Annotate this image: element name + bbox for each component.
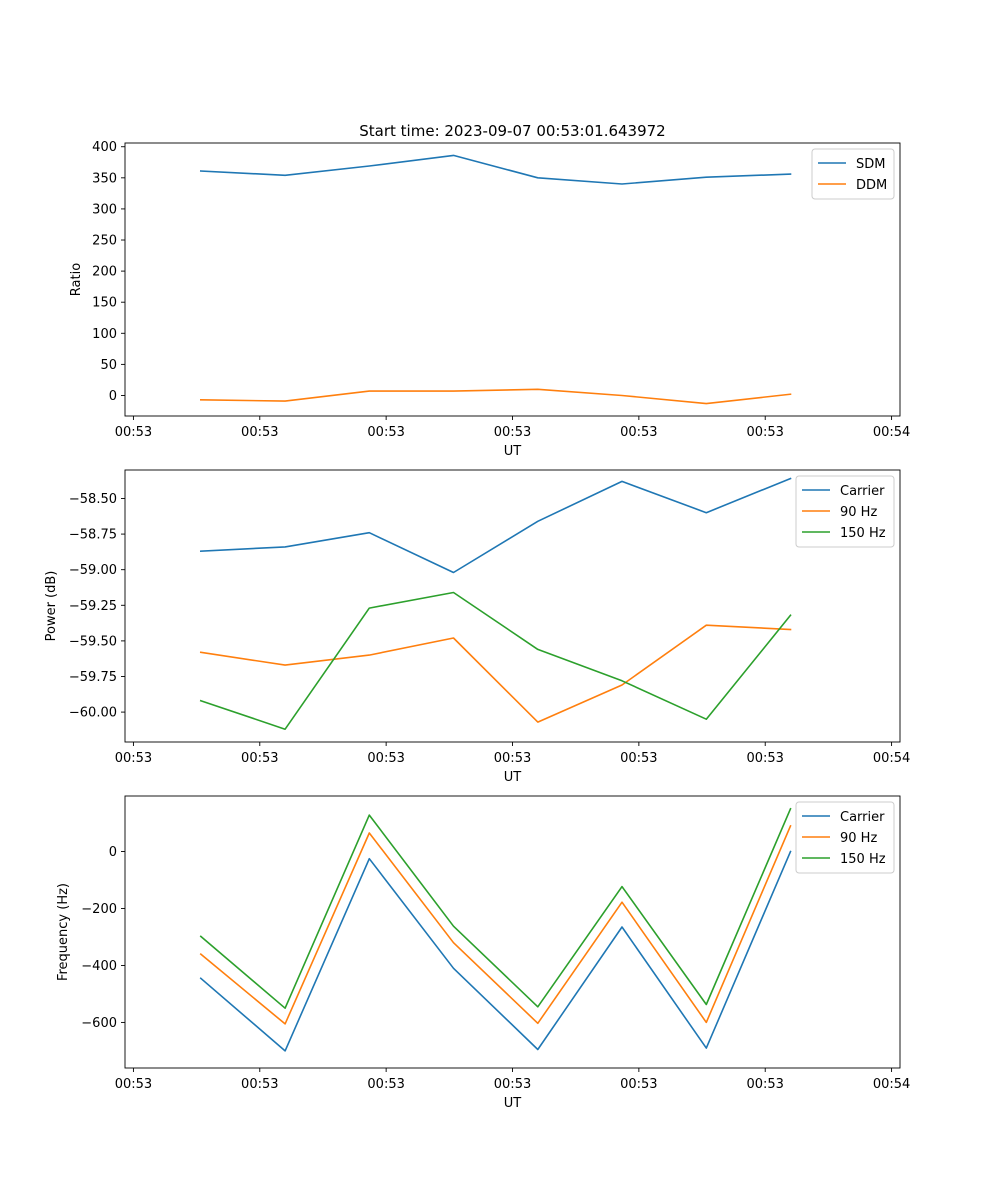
x-tick-label: 00:53	[367, 1077, 404, 1092]
y-tick-label: −60.00	[69, 706, 117, 721]
legend-entry-label: Carrier	[840, 810, 885, 825]
legend-box	[795, 475, 895, 548]
x-tick-label: 00:53	[367, 751, 404, 766]
x-tick-label: 00:53	[746, 425, 783, 440]
y-tick-label: 350	[92, 171, 117, 186]
legend-entry-label: SDM	[856, 157, 885, 172]
legend-box	[795, 801, 895, 874]
y-axis-label: Ratio	[69, 263, 84, 296]
legend-entry-label: 150 Hz	[840, 526, 886, 541]
y-tick-label: 50	[100, 358, 117, 373]
x-axis-label: UT	[504, 770, 522, 785]
x-tick-label: 00:54	[873, 1077, 910, 1092]
legend-entry-label: 150 Hz	[840, 852, 886, 867]
y-tick-label: 300	[92, 202, 117, 217]
axes-frame	[124, 142, 901, 417]
y-tick-label: −59.25	[69, 599, 117, 614]
y-tick-label: −58.75	[69, 528, 117, 543]
chart-panels: 00:53 00:53 00:53 00:53 00:53 00:53 00:54 0 50 10…	[44, 140, 910, 1111]
x-tick-label: 00:53	[494, 425, 531, 440]
y-tick-label: −400	[81, 959, 117, 974]
y-axis-label: Power (dB)	[44, 571, 59, 642]
x-tick-label: 00:53	[367, 425, 404, 440]
y-tick-label: 250	[92, 234, 117, 249]
series-line-carrier	[199, 477, 792, 574]
y-tick-label: 0	[109, 845, 117, 860]
series-line-150-hz	[199, 807, 792, 1010]
series-line-90-hz	[199, 824, 792, 1025]
y-axis-label: Frequency (Hz)	[56, 883, 71, 981]
y-tick-label: −200	[81, 902, 117, 917]
x-tick-label: 00:53	[620, 1077, 657, 1092]
x-axis-label: UT	[504, 1096, 522, 1111]
chart-panel-2: 00:53 00:53 00:53 00:53 00:53 00:53 00:54 −60.0…	[44, 469, 910, 785]
legend-entry-label: 90 Hz	[840, 831, 877, 846]
x-tick-label: 00:53	[115, 1077, 152, 1092]
y-tick-label: 200	[92, 265, 117, 280]
x-tick-label: 00:54	[873, 751, 910, 766]
y-tick-label: −600	[81, 1016, 117, 1031]
y-tick-label: 150	[92, 296, 117, 311]
series-line-ddm	[199, 388, 792, 405]
x-tick-label: 00:53	[241, 751, 278, 766]
series-line-150-hz	[199, 591, 792, 731]
chart-panel-3: 00:53 00:53 00:53 00:53 00:53 00:53 00:54 −600 −…	[56, 795, 910, 1111]
y-tick-label: 0	[109, 389, 117, 404]
legend: Carrier 90 Hz 150 Hz	[795, 475, 895, 548]
legend-entry-label: Carrier	[840, 484, 885, 499]
x-tick-label: 00:54	[873, 425, 910, 440]
x-tick-label: 00:53	[241, 1077, 278, 1092]
series-line-sdm	[199, 154, 792, 185]
x-tick-label: 00:53	[746, 751, 783, 766]
series-line-90-hz	[199, 624, 792, 723]
x-axis-label: UT	[504, 444, 522, 459]
legend-entry-label: 90 Hz	[840, 505, 877, 520]
x-tick-label: 00:53	[746, 1077, 783, 1092]
x-tick-label: 00:53	[494, 1077, 531, 1092]
series-line-carrier	[199, 850, 792, 1052]
x-tick-label: 00:53	[115, 425, 152, 440]
y-tick-label: −58.50	[69, 492, 117, 507]
x-tick-label: 00:53	[115, 751, 152, 766]
axes-frame	[124, 795, 901, 1069]
axes-frame	[124, 469, 901, 743]
y-tick-label: −59.75	[69, 670, 117, 685]
legend-entry-label: DDM	[856, 178, 887, 193]
legend: Carrier 90 Hz 150 Hz	[795, 801, 895, 874]
y-tick-label: 100	[92, 327, 117, 342]
x-tick-label: 00:53	[494, 751, 531, 766]
y-tick-label: −59.00	[69, 563, 117, 578]
figure-title: Start time: 2023-09-07 00:53:01.643972	[359, 122, 665, 140]
x-tick-label: 00:53	[620, 751, 657, 766]
x-tick-label: 00:53	[241, 425, 278, 440]
y-tick-label: 400	[92, 140, 117, 155]
legend: SDM DDM	[811, 148, 895, 200]
chart-panel-1: 00:53 00:53 00:53 00:53 00:53 00:53 00:54 0 50 10…	[69, 140, 910, 459]
y-tick-label: −59.50	[69, 634, 117, 649]
x-tick-label: 00:53	[620, 425, 657, 440]
legend-box	[811, 148, 895, 200]
